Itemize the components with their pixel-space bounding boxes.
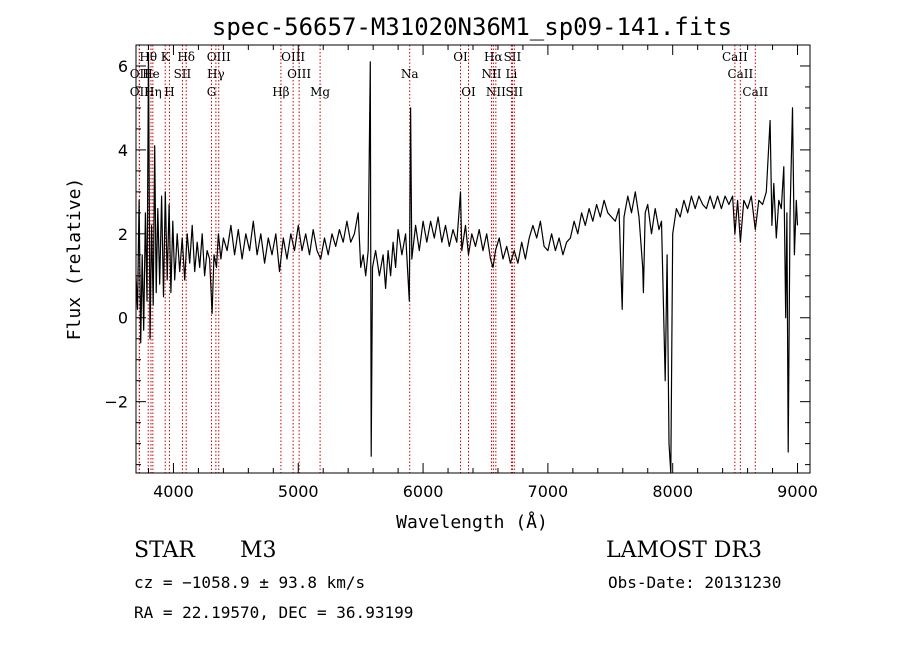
spectral-line-label: Mg	[310, 85, 330, 99]
spectral-line-label: NII	[486, 85, 506, 99]
spectral-line-label: OIII	[207, 50, 231, 64]
spectral-line-label: SII	[174, 67, 192, 81]
spectral-line-label: K	[161, 50, 171, 64]
plot-frame	[135, 44, 811, 474]
spectral-line-label: SII	[504, 50, 522, 64]
spectral-line-label: CaII	[727, 67, 753, 81]
spectral-line-label: OIII	[287, 67, 311, 81]
spectral-line-label: OI	[461, 85, 476, 99]
spectral-line-label: Hα	[484, 50, 503, 64]
spectral-line-label: OIII	[281, 50, 305, 64]
observation-date: Obs-Date: 20131230	[608, 573, 782, 592]
spectral-line-label: Hγ	[207, 67, 225, 81]
spectral-line-label: NII	[481, 67, 501, 81]
coordinates: RA = 22.19570, DEC = 36.93199	[134, 603, 414, 622]
spectral-line-label: Hβ	[272, 85, 289, 99]
y-axis-label: Flux (relative)	[64, 178, 85, 341]
chart-title: spec-56657-M31020N36M1_sp09-141.fits	[212, 13, 732, 41]
y-tick-label: 0	[118, 309, 128, 328]
spectral-line-label: OI	[453, 50, 468, 64]
spectral-line-label: OII	[130, 67, 150, 81]
object-subclass: M3	[240, 538, 277, 563]
spectral-line-label: CaII	[722, 50, 748, 64]
x-tick-label: 8000	[652, 482, 693, 501]
object-class: STAR	[134, 538, 195, 563]
x-axis-label: Wavelength (Å)	[396, 511, 548, 533]
x-tick-label: 5000	[278, 482, 319, 501]
spectrum-series	[135, 52, 799, 474]
y-tick-label: 2	[118, 225, 128, 244]
x-tick-label: 7000	[528, 482, 569, 501]
survey-name: LAMOST DR3	[606, 538, 762, 563]
spectral-line-label: Hδ	[177, 50, 195, 64]
y-axis: −2 0 2 4 6	[104, 44, 810, 466]
spectral-line-label: He	[142, 67, 160, 81]
y-tick-label: −2	[104, 393, 128, 412]
x-tick-label: 4000	[153, 482, 194, 501]
spectral-line-label: SII	[505, 85, 523, 99]
spectral-line-label: Hη	[144, 85, 162, 99]
y-tick-label: 6	[118, 57, 128, 76]
spectral-line-label: CaII	[742, 85, 768, 99]
spectral-line-label: H	[164, 85, 174, 99]
spectral-line-label: Na	[401, 67, 419, 81]
spectral-line-label: G	[207, 85, 217, 99]
spectral-line-label: OII	[130, 85, 150, 99]
x-tick-label: 9000	[777, 482, 818, 501]
redshift-velocity: cz = −1058.9 ± 93.8 km/s	[134, 573, 366, 592]
y-tick-label: 4	[118, 141, 128, 160]
x-tick-label: 6000	[403, 482, 444, 501]
spectrum-line	[135, 52, 799, 474]
x-axis: 4000 5000 6000 7000 8000 9000	[147, 45, 818, 501]
spectral-line-label: Li	[506, 67, 518, 81]
